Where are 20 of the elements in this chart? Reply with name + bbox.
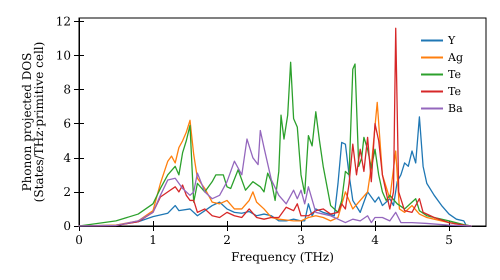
legend-label: Ba [448,102,464,115]
y-axis-title: Phonon projected DOS (States/THz·primitive cell) [20,42,46,202]
y-tick-label: 12 [56,14,71,28]
x-tick-label: 2 [223,233,231,247]
y-tick-label: 10 [56,48,71,63]
y-tick-label: 2 [63,184,71,199]
x-tick-label: 4 [371,233,380,247]
y-tick-label: 6 [63,116,71,131]
legend-label: Te [448,85,462,98]
x-tick-label: 0 [75,233,83,247]
legend-label: Te [448,68,462,81]
x-tick-label: 5 [445,233,453,247]
x-axis-title: Frequency (THz) [231,250,334,264]
x-tick-label: 3 [297,233,305,247]
legend-label: Y [447,34,456,47]
y-tick-label: 4 [63,150,72,165]
x-tick-label: 1 [149,233,157,247]
y-tick-label: 8 [63,82,71,97]
legend-label: Ag [447,51,464,64]
y-tick-label: 0 [63,219,71,233]
